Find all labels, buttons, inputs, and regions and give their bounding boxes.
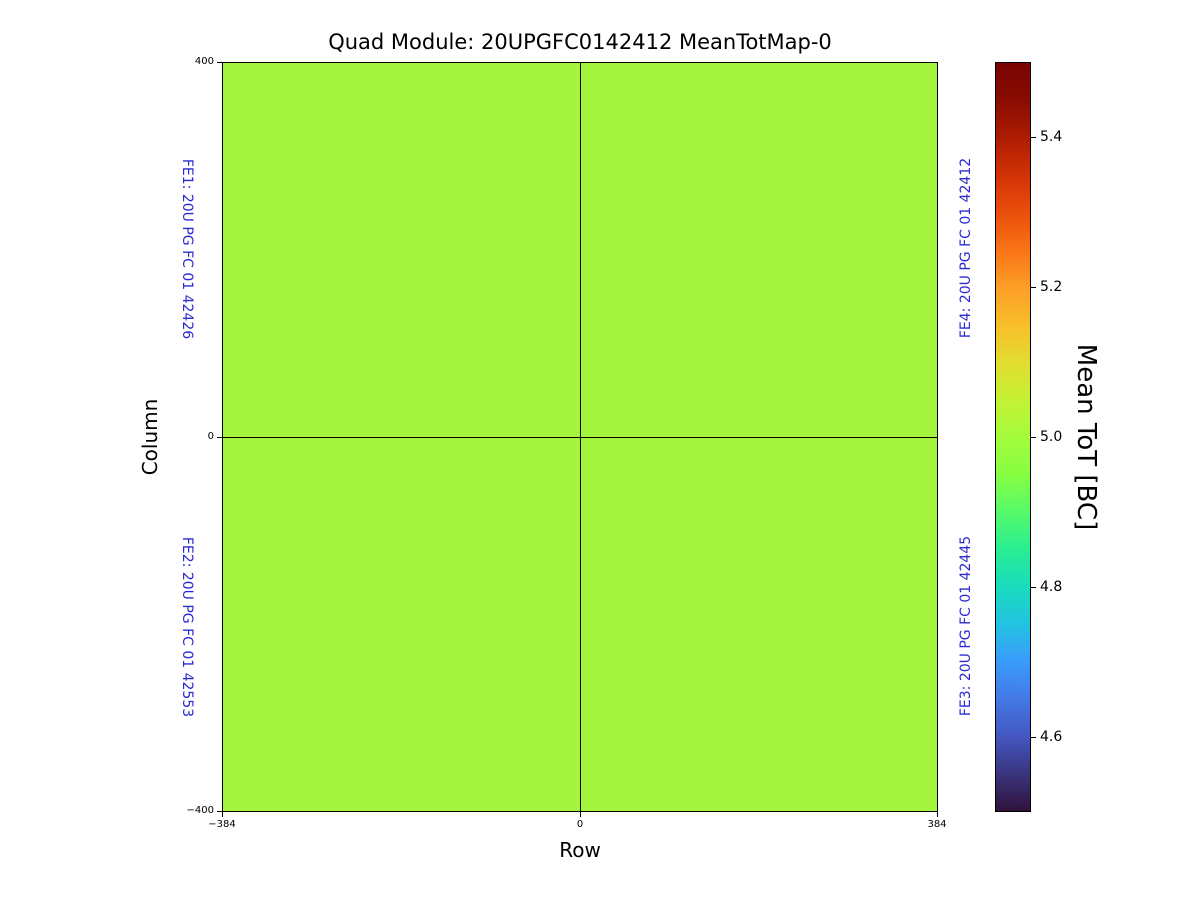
x-tick-mark (937, 812, 938, 817)
fe4-label: FE4: 20U PG FC 01 42412 (958, 157, 974, 339)
x-tick-label: 0 (576, 819, 584, 830)
x-tick-label: −384 (208, 819, 236, 830)
fe1-label: FE1: 20U PG FC 01 42426 (179, 158, 195, 340)
y-tick-mark (217, 437, 222, 438)
colorbar-tick-label: 5.4 (1040, 129, 1063, 145)
fe3-label: FE3: 20U PG FC 01 42445 (958, 535, 974, 717)
colorbar-axis-label: Mean ToT [BC] (1071, 343, 1101, 531)
y-axis-label: Column (138, 398, 162, 476)
colorbar-tick-mark (1031, 137, 1036, 138)
x-tick-label: 384 (927, 819, 947, 830)
chart-title: Quad Module: 20UPGFC0142412 MeanTotMap-0 (328, 30, 832, 54)
y-tick-mark (217, 62, 222, 63)
y-tick-label: −400 (186, 805, 214, 816)
colorbar-tick-mark (1031, 437, 1036, 438)
x-tick-mark (222, 812, 223, 817)
colorbar-tick-mark (1031, 737, 1036, 738)
colorbar-gradient (995, 62, 1031, 812)
colorbar-tick-label: 4.8 (1040, 579, 1063, 595)
colorbar-tick-label: 4.6 (1040, 729, 1063, 745)
y-tick-mark (217, 811, 222, 812)
colorbar-tick-label: 5.2 (1040, 279, 1063, 295)
x-tick-mark (580, 812, 581, 817)
colorbar-tick-mark (1031, 287, 1036, 288)
colorbar-tick-label: 5.0 (1040, 429, 1063, 445)
quadrant-divider-horizontal (222, 437, 938, 438)
colorbar-tick-mark (1031, 587, 1036, 588)
x-axis-label: Row (559, 838, 601, 862)
fe2-label: FE2: 20U PG FC 01 42553 (179, 536, 195, 718)
y-tick-label: 0 (207, 431, 214, 442)
y-tick-label: 400 (194, 56, 214, 67)
